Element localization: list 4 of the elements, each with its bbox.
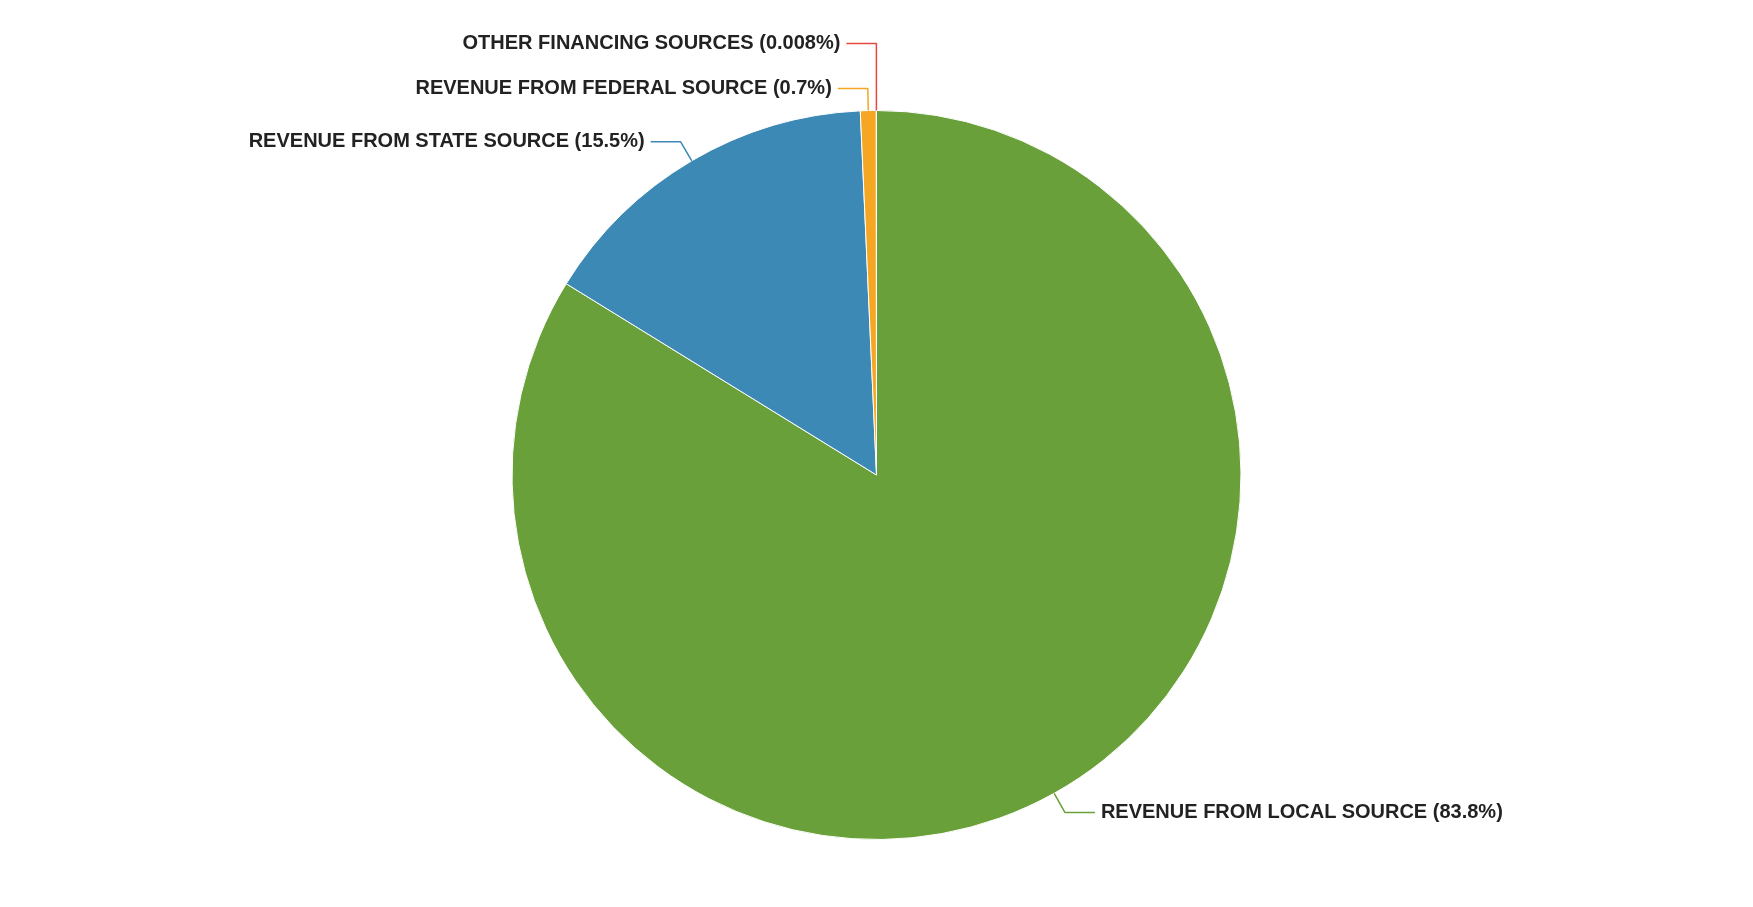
slice-label: REVENUE FROM LOCAL SOURCE (83.8%)	[1100, 799, 1503, 822]
slice-label: OTHER FINANCING SOURCES (0.008%)	[462, 31, 841, 54]
slice-label: REVENUE FROM FEDERAL SOURCE (0.7%)	[415, 76, 832, 99]
slice-label: REVENUE FROM STATE SOURCE (15.5%)	[248, 129, 645, 152]
